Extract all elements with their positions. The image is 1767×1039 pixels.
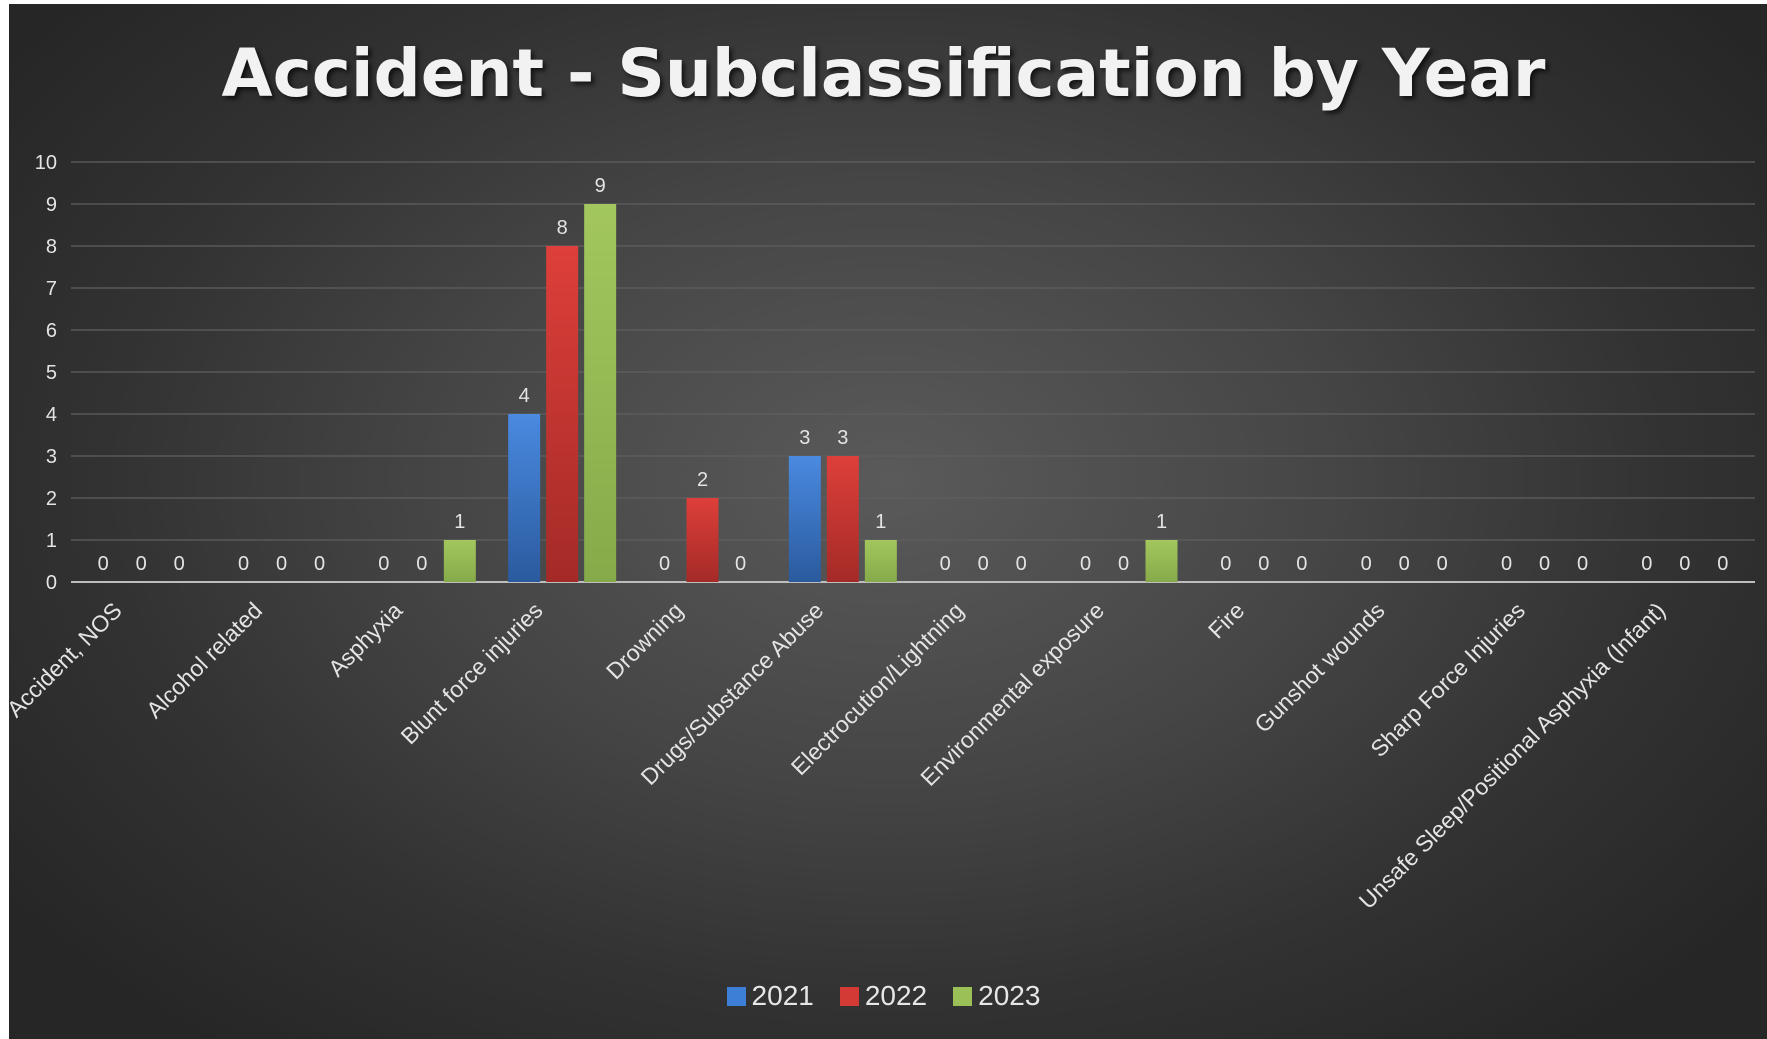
data-label-2021-0: 0 bbox=[98, 553, 109, 575]
data-label-2023-5: 1 bbox=[875, 511, 886, 533]
x-tick-label: Unsafe Sleep/Positional Asphyxia (Infant… bbox=[1354, 597, 1671, 914]
bar-2023-5 bbox=[864, 540, 897, 582]
y-tick-label: 9 bbox=[46, 194, 57, 216]
data-label-2023-1: 0 bbox=[314, 553, 325, 575]
data-label-2022-5: 3 bbox=[837, 427, 848, 449]
legend-swatch-2022 bbox=[839, 986, 859, 1006]
data-label-2021-10: 0 bbox=[1501, 553, 1512, 575]
x-tick-label: Gunshot wounds bbox=[1249, 597, 1389, 737]
legend-entry-2023: 2023 bbox=[953, 980, 1040, 1012]
bar-2021-3 bbox=[508, 414, 541, 582]
y-tick-label: 5 bbox=[46, 362, 57, 384]
bars bbox=[443, 204, 1178, 582]
bar-2021-5 bbox=[788, 456, 821, 582]
data-label-2023-0: 0 bbox=[174, 553, 185, 575]
x-tick-label: Blunt force injuries bbox=[396, 597, 548, 749]
y-tick-label: 8 bbox=[46, 236, 57, 258]
data-label-2023-11: 0 bbox=[1717, 553, 1728, 575]
bar-2022-3 bbox=[546, 246, 579, 582]
y-tick-label: 0 bbox=[46, 572, 57, 594]
data-label-2023-4: 0 bbox=[735, 553, 746, 575]
data-label-2022-1: 0 bbox=[276, 553, 287, 575]
data-label-2023-6: 0 bbox=[1016, 553, 1027, 575]
data-label-2021-5: 3 bbox=[799, 427, 810, 449]
data-label-2022-3: 8 bbox=[557, 217, 568, 239]
data-label-2022-9: 0 bbox=[1399, 553, 1410, 575]
data-label-2022-4: 2 bbox=[697, 469, 708, 491]
data-label-2022-8: 0 bbox=[1258, 553, 1269, 575]
legend-entry-2021: 2021 bbox=[726, 980, 814, 1012]
bar-2023-2 bbox=[443, 540, 476, 582]
data-label-2022-7: 0 bbox=[1118, 553, 1129, 575]
bar-2023-7 bbox=[1145, 540, 1178, 582]
y-tick-label: 1 bbox=[46, 530, 57, 552]
legend-swatch-2021 bbox=[726, 986, 746, 1006]
data-label-2023-9: 0 bbox=[1437, 553, 1448, 575]
x-tick-label: Sharp Force Injuries bbox=[1365, 597, 1530, 762]
x-axis: Accident, NOS Alcohol related AsphyxiaBlun… bbox=[2, 597, 1671, 914]
y-tick-label: 2 bbox=[46, 488, 57, 510]
data-label-2021-4: 0 bbox=[659, 553, 670, 575]
x-tick-label: Fire bbox=[1203, 597, 1249, 643]
data-label-2022-6: 0 bbox=[978, 553, 989, 575]
y-axis: 0 1 2 3 4 5 6 7 8 9 10 bbox=[35, 152, 57, 594]
data-label-2021-3: 4 bbox=[519, 385, 530, 407]
legend-swatch-2023 bbox=[953, 986, 973, 1006]
data-label-2022-2: 0 bbox=[416, 553, 427, 575]
data-label-2023-3: 9 bbox=[595, 175, 606, 197]
legend-label-2022: 2022 bbox=[864, 980, 928, 1011]
legend-label-2023: 2023 bbox=[978, 980, 1041, 1011]
data-labels: 0 0 0 0 0 0 0 0 1 4 8 9 0 2 0 3 3 1 0 0 0 0 0 1 0 0 0 0 0 0 0 0 0 0 0 0 bbox=[98, 175, 1729, 575]
y-tick-label: 6 bbox=[46, 320, 57, 342]
data-label-2021-8: 0 bbox=[1220, 553, 1231, 575]
chart-background bbox=[9, 4, 1767, 1039]
x-tick-label: Alcohol related bbox=[141, 597, 267, 723]
x-tick-label: Accident, NOS bbox=[2, 597, 127, 722]
data-label-2023-2: 1 bbox=[454, 511, 465, 533]
bar-2022-5 bbox=[826, 456, 859, 582]
data-label-2021-9: 0 bbox=[1361, 553, 1372, 575]
bar-2022-4 bbox=[686, 498, 719, 582]
y-tick-label: 3 bbox=[46, 446, 57, 468]
data-label-2023-7: 1 bbox=[1156, 511, 1167, 533]
data-label-2021-1: 0 bbox=[238, 553, 249, 575]
gridlines bbox=[71, 161, 1755, 583]
bar-2023-3 bbox=[584, 204, 617, 582]
x-tick-label: Drowning bbox=[601, 597, 688, 684]
legend-entry-2022: 2022 bbox=[839, 980, 928, 1012]
x-tick-label: Asphyxia bbox=[323, 597, 408, 682]
data-label-2022-11: 0 bbox=[1679, 553, 1690, 575]
data-label-2022-10: 0 bbox=[1539, 553, 1550, 575]
y-tick-label: 4 bbox=[46, 404, 57, 426]
data-label-2022-0: 0 bbox=[136, 553, 147, 575]
data-label-2021-2: 0 bbox=[378, 553, 389, 575]
chart-title: Accident - Subclassification by Year bbox=[221, 35, 1546, 112]
data-label-2021-7: 0 bbox=[1080, 553, 1091, 575]
legend: 2021 2022 2023 bbox=[0, 980, 1767, 1012]
data-label-2023-10: 0 bbox=[1577, 553, 1588, 575]
legend-label-2021: 2021 bbox=[751, 980, 814, 1011]
data-label-2021-6: 0 bbox=[940, 553, 951, 575]
y-tick-label: 7 bbox=[46, 278, 57, 300]
data-label-2023-8: 0 bbox=[1296, 553, 1307, 575]
data-label-2021-11: 0 bbox=[1641, 553, 1652, 575]
y-tick-label: 10 bbox=[35, 152, 57, 174]
